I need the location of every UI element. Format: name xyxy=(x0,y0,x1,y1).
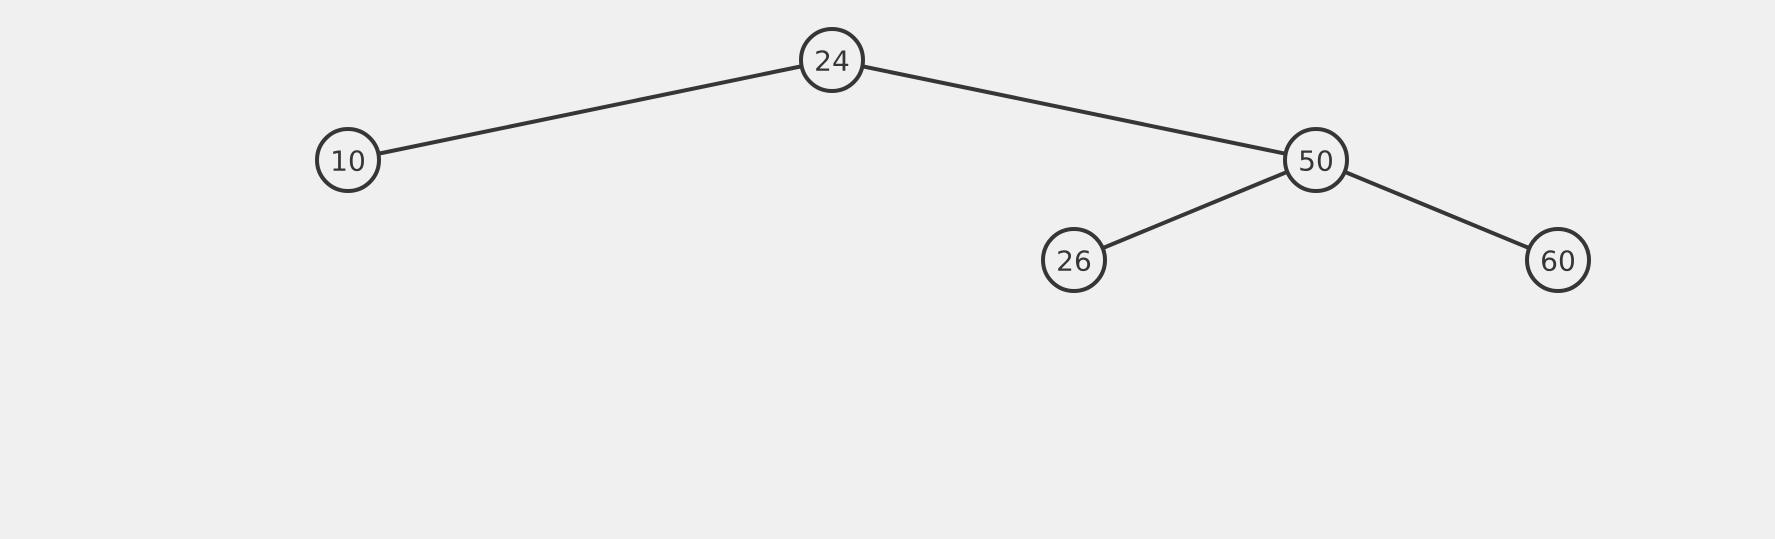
tree-node-26: 26 xyxy=(1041,227,1107,293)
node-label: 60 xyxy=(1540,245,1576,278)
node-label: 10 xyxy=(330,145,366,178)
node-circle xyxy=(1283,127,1349,193)
edge-50-60 xyxy=(1314,158,1560,262)
tree-node-10: 10 xyxy=(315,127,381,193)
node-circle xyxy=(799,27,865,93)
node-label: 24 xyxy=(814,45,850,78)
edge-24-10 xyxy=(346,58,834,162)
edge-24-50 xyxy=(830,58,1318,162)
node-circle xyxy=(1525,227,1591,293)
tree-node-60: 60 xyxy=(1525,227,1591,293)
node-circle xyxy=(1041,227,1107,293)
node-label: 26 xyxy=(1056,245,1092,278)
edges-layer xyxy=(346,58,1560,262)
nodes-layer: 24 10 50 26 60 xyxy=(315,27,1591,293)
edge-50-26 xyxy=(1072,158,1318,262)
tree-node-24: 24 xyxy=(799,27,865,93)
node-label: 50 xyxy=(1298,145,1334,178)
tree-node-50: 50 xyxy=(1283,127,1349,193)
node-circle xyxy=(315,127,381,193)
